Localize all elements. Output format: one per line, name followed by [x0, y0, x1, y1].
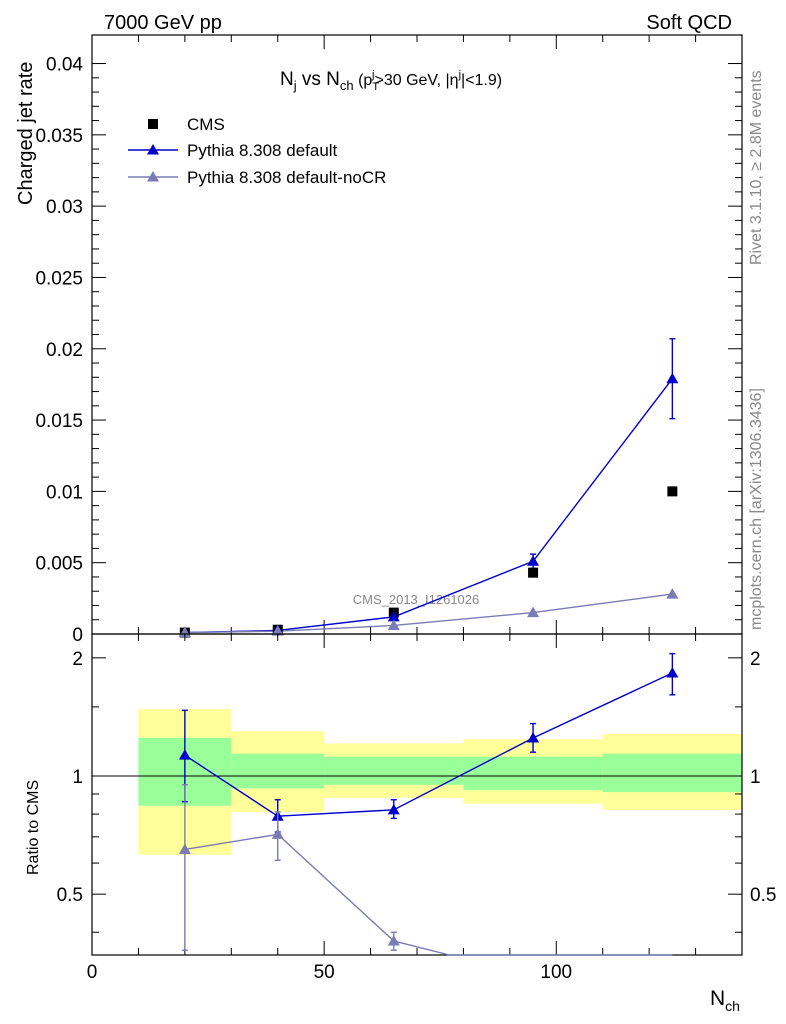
ratio-default-point [527, 731, 540, 743]
legend-cms-marker [148, 119, 158, 129]
ratio-nocr-point [178, 843, 191, 854]
ratio-ytick-label-right: 0.5 [750, 885, 776, 906]
ratio-plot-area: 0 50 100 0.5 0.5 1 1 2 2 [57, 633, 776, 983]
ratio-bands [138, 709, 742, 855]
main-ytick-label: 0.03 [46, 197, 83, 218]
nocr-point [387, 619, 400, 630]
ratio-xlabel: Nch [710, 987, 740, 1014]
main-plot-area: 0 0.005 0.01 0.015 0.02 0.025 0.03 0.035 0.04 [35, 34, 743, 646]
ratio-xtick-label: 100 [540, 962, 572, 983]
header-left: 7000 GeV pp [104, 12, 222, 34]
nocr-point [527, 606, 540, 618]
mcplots-label: mcplots.cern.ch [arXiv:1306.3436] [748, 388, 765, 630]
cms-point [667, 486, 678, 497]
default-point [527, 555, 540, 566]
ratio-nocr-point [271, 828, 284, 839]
ratio-xtick-label: 50 [314, 962, 335, 983]
ratio-nocr-point [387, 934, 400, 946]
ratio-nocr-line [184, 833, 673, 956]
nocr-point [666, 588, 679, 599]
main-title: Nj vs Nch (pTj>30 GeV, |ηj|<1.9) [280, 69, 502, 93]
main-ytick-label: 0.01 [46, 482, 83, 503]
legend-label: Pythia 8.308 default [187, 141, 338, 160]
ratio-default-point [387, 803, 400, 815]
ratio-ytick-label: 2 [72, 649, 83, 670]
main-ytick-label: 0.025 [35, 268, 83, 289]
rivet-label: Rivet 3.1.10, ≥ 2.8M events [748, 70, 765, 265]
main-ylabel: Charged jet rate [15, 62, 37, 205]
nocr-point [271, 625, 284, 636]
main-ytick-label: 0 [72, 625, 83, 646]
main-ytick-label: 0.005 [35, 554, 83, 575]
legend-nocr-marker [147, 171, 159, 182]
cms-point [528, 567, 539, 578]
main-ytick-label: 0.015 [35, 411, 83, 432]
ratio-ytick-label: 1 [72, 767, 83, 788]
main-ytick-label: 0.04 [46, 55, 83, 76]
ratio-ytick-label: 0.5 [57, 885, 83, 906]
ratio-ylabel: Ratio to CMS [25, 780, 42, 875]
default-point [666, 372, 679, 384]
ratio-band-inner [324, 756, 464, 785]
main-ytick-label: 0.035 [35, 126, 83, 147]
legend: CMS Pythia 8.308 default Pythia 8.308 defa… [128, 115, 386, 187]
ratio-band-inner [463, 756, 603, 791]
ratio-default-point [178, 749, 191, 760]
header-right: Soft QCD [646, 12, 732, 34]
ratio-default-point [666, 666, 679, 678]
ratio-xtick-label: 0 [87, 962, 98, 983]
legend-default-marker [147, 144, 159, 155]
analysis-watermark: CMS_2013_I1261026 [353, 592, 480, 607]
main-ytick-label: 0.02 [46, 340, 83, 361]
default-point [387, 610, 400, 622]
ratio-band-inner [602, 753, 742, 793]
ratio-ytick-label-right: 2 [750, 649, 761, 670]
ratio-band-inner [231, 753, 325, 789]
ratio-ytick-label-right: 1 [750, 767, 761, 788]
legend-label: CMS [187, 115, 225, 134]
legend-label: Pythia 8.308 default-noCR [187, 168, 386, 187]
